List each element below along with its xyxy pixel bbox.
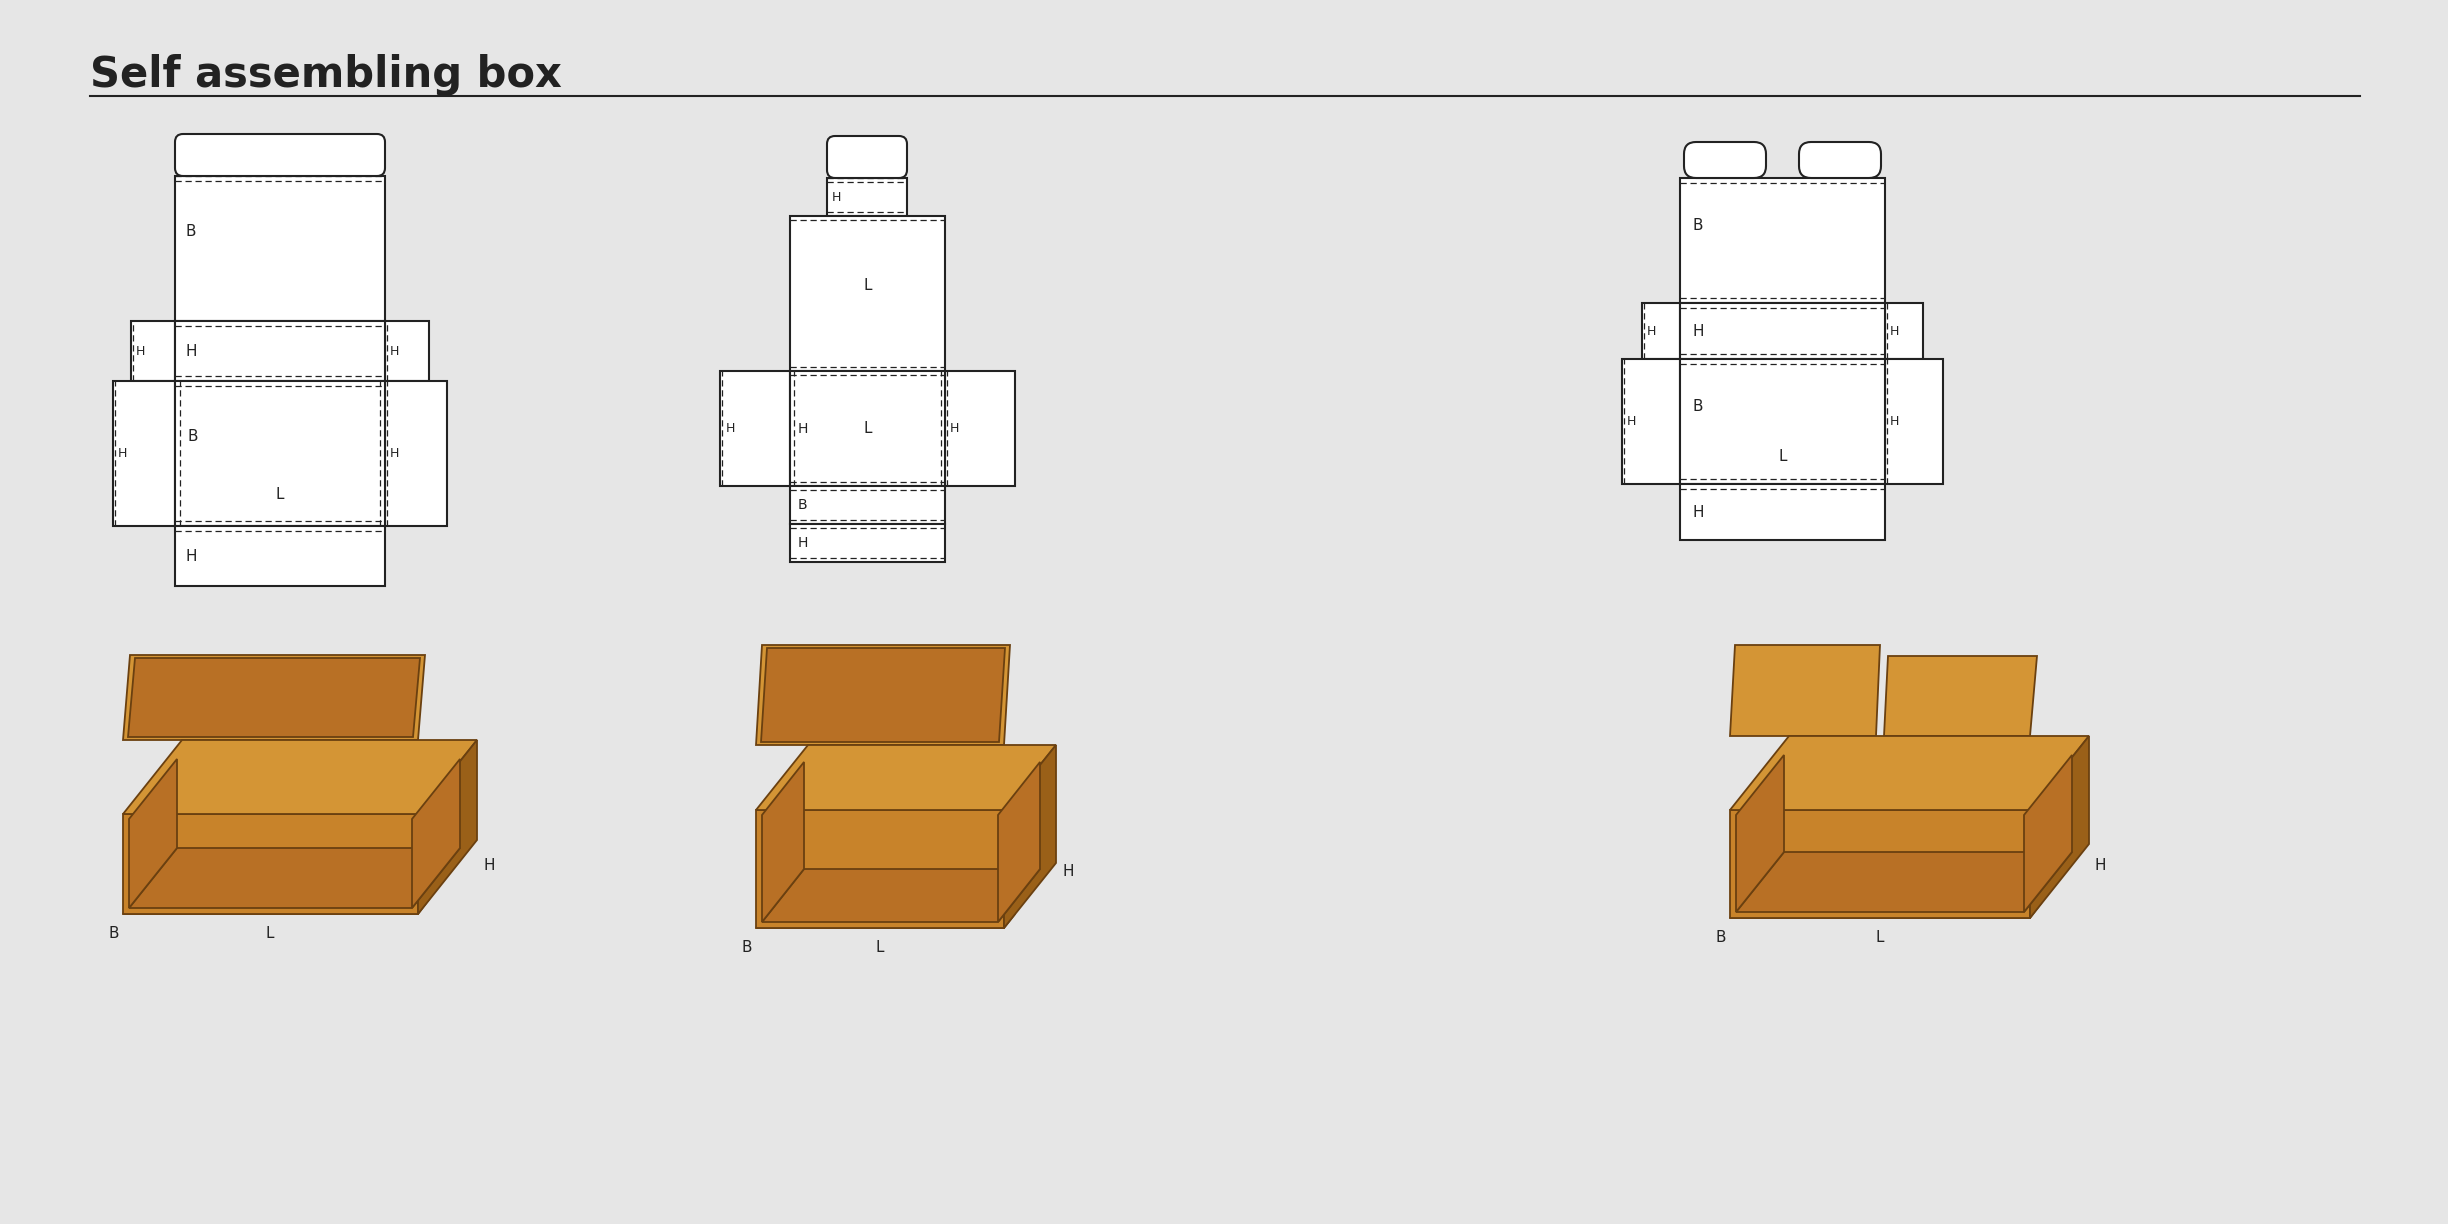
- Polygon shape: [1731, 810, 2029, 918]
- Text: L: L: [277, 487, 284, 502]
- Polygon shape: [1736, 852, 2071, 912]
- Polygon shape: [756, 810, 1004, 928]
- Polygon shape: [130, 759, 176, 908]
- Bar: [1623, 359, 1679, 483]
- Text: L: L: [864, 278, 871, 294]
- Text: H: H: [950, 422, 960, 435]
- Bar: [174, 321, 384, 381]
- Polygon shape: [761, 647, 1006, 742]
- Text: H: H: [389, 344, 399, 357]
- Bar: [791, 371, 945, 486]
- Bar: [1679, 304, 1885, 359]
- Bar: [174, 381, 384, 526]
- Text: H: H: [482, 858, 494, 874]
- Polygon shape: [756, 745, 1055, 810]
- Text: H: H: [1890, 324, 1900, 338]
- Bar: [1679, 177, 1885, 304]
- Bar: [1679, 359, 1885, 483]
- Bar: [720, 371, 791, 486]
- Bar: [132, 321, 174, 381]
- FancyBboxPatch shape: [1799, 142, 1880, 177]
- Text: L: L: [1875, 930, 1885, 945]
- Text: L: L: [876, 940, 884, 956]
- Bar: [791, 486, 945, 524]
- Bar: [174, 176, 384, 321]
- Text: B: B: [108, 927, 120, 941]
- Text: L: L: [1777, 449, 1787, 464]
- Polygon shape: [1885, 656, 2037, 736]
- Bar: [945, 371, 1016, 486]
- Text: Self assembling box: Self assembling box: [91, 54, 563, 95]
- Polygon shape: [1004, 745, 1055, 928]
- Polygon shape: [1736, 755, 1785, 912]
- Bar: [1679, 483, 1885, 540]
- Bar: [384, 381, 448, 526]
- Text: H: H: [1890, 415, 1900, 428]
- Text: H: H: [1648, 324, 1657, 338]
- Text: H: H: [727, 422, 734, 435]
- Polygon shape: [2024, 755, 2071, 912]
- Text: H: H: [1628, 415, 1635, 428]
- Text: H: H: [1692, 323, 1704, 339]
- Polygon shape: [122, 741, 477, 814]
- Polygon shape: [761, 763, 803, 922]
- Text: H: H: [389, 447, 399, 460]
- Polygon shape: [122, 655, 426, 741]
- Text: B: B: [1692, 399, 1701, 414]
- Bar: [791, 524, 945, 562]
- Polygon shape: [1731, 645, 1880, 736]
- Polygon shape: [1731, 902, 2042, 918]
- Polygon shape: [756, 645, 1011, 745]
- Bar: [791, 215, 945, 371]
- Polygon shape: [2029, 736, 2088, 918]
- Text: H: H: [1692, 504, 1704, 519]
- Bar: [384, 321, 428, 381]
- Text: H: H: [798, 421, 808, 436]
- Polygon shape: [999, 763, 1040, 922]
- Polygon shape: [122, 814, 419, 914]
- Polygon shape: [130, 848, 460, 908]
- Bar: [1643, 304, 1679, 359]
- Text: H: H: [798, 536, 808, 550]
- Bar: [113, 381, 174, 526]
- Text: H: H: [2095, 858, 2105, 874]
- Text: B: B: [186, 428, 198, 443]
- Text: B: B: [742, 940, 752, 956]
- Text: H: H: [186, 548, 196, 563]
- Polygon shape: [122, 898, 431, 914]
- Text: B: B: [186, 224, 196, 239]
- Text: L: L: [267, 927, 274, 941]
- Bar: [1885, 359, 1944, 483]
- Polygon shape: [411, 759, 460, 908]
- Text: H: H: [137, 344, 144, 357]
- Bar: [174, 526, 384, 586]
- Text: B: B: [798, 498, 808, 512]
- Text: H: H: [118, 447, 127, 460]
- Text: L: L: [864, 421, 871, 436]
- Text: H: H: [186, 344, 196, 359]
- Text: B: B: [1716, 930, 1726, 945]
- Bar: [827, 177, 908, 215]
- Polygon shape: [127, 659, 421, 737]
- Polygon shape: [761, 869, 1040, 922]
- FancyBboxPatch shape: [827, 136, 908, 177]
- Polygon shape: [756, 914, 1016, 928]
- Text: H: H: [832, 191, 842, 203]
- Bar: [1885, 304, 1924, 359]
- FancyBboxPatch shape: [174, 133, 384, 176]
- FancyBboxPatch shape: [1684, 142, 1765, 177]
- Text: B: B: [1692, 218, 1701, 233]
- Text: H: H: [1062, 864, 1075, 880]
- Polygon shape: [419, 741, 477, 914]
- Polygon shape: [1731, 736, 2088, 810]
